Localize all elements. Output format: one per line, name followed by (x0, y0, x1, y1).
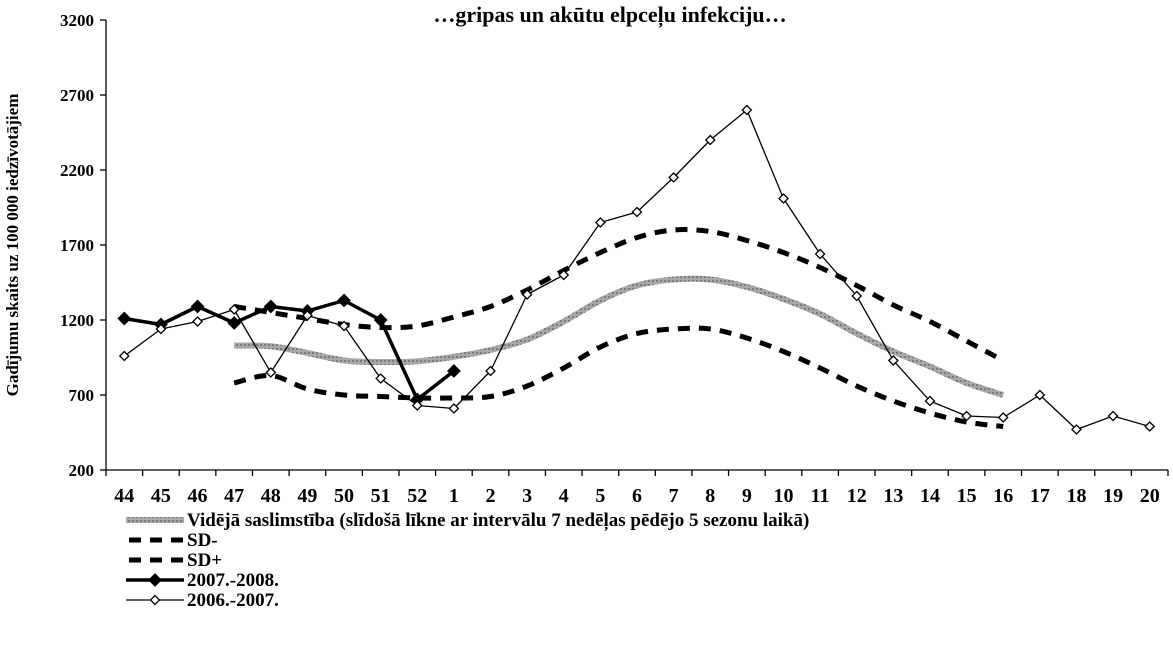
x-tick-label: 17 (1030, 485, 1050, 507)
data-point (411, 400, 423, 411)
x-tick-label: 52 (407, 485, 427, 507)
data-point (704, 134, 716, 146)
data-point (521, 289, 533, 300)
y-tick-label: 2700 (60, 86, 94, 105)
data-point (118, 350, 130, 362)
data-point (778, 193, 789, 204)
legend-label: 2006.-2007. (187, 590, 279, 611)
x-tick-label: 16 (993, 485, 1013, 507)
x-tick-label: 8 (705, 485, 715, 507)
data-point (924, 395, 936, 407)
x-tick-label: 48 (261, 485, 281, 507)
data-point (192, 316, 203, 327)
x-tick-label: 7 (669, 485, 679, 507)
legend-label: SD- (187, 530, 218, 551)
data-point (668, 172, 680, 183)
data-point (227, 316, 242, 330)
legend-label: Vidējā saslimstība (slīdošā līkne ar int… (187, 510, 809, 531)
data-point (485, 365, 496, 377)
data-point (558, 269, 570, 281)
data-point (1144, 421, 1156, 432)
legend-label: 2007.-2008. (187, 570, 279, 591)
data-point (375, 373, 387, 384)
y-tick-label: 1700 (60, 236, 94, 255)
data-point (1034, 389, 1046, 401)
data-point (631, 206, 643, 218)
x-tick-label: 51 (371, 485, 391, 507)
data-point (887, 355, 899, 366)
data-point (338, 320, 350, 332)
x-tick-label: 6 (632, 485, 642, 507)
y-tick-label: 700 (69, 386, 95, 405)
y-tick-label: 3200 (60, 11, 94, 30)
x-tick-label: 15 (957, 485, 977, 507)
legend-item: SD+ (129, 550, 222, 571)
series-line (233, 325, 1004, 429)
data-point (1107, 410, 1119, 422)
data-point (594, 217, 606, 228)
series-1 (233, 325, 1004, 429)
data-point (851, 290, 863, 302)
series-2 (233, 227, 1005, 363)
data-point (337, 293, 351, 308)
series-line (124, 298, 455, 402)
x-tick-label: 19 (1103, 485, 1123, 507)
x-tick-label: 49 (297, 485, 317, 507)
x-tick-label: 3 (522, 485, 532, 507)
data-point (155, 323, 167, 335)
data-point (814, 248, 826, 260)
x-tick-label: 10 (773, 485, 793, 507)
x-tick-label: 12 (847, 485, 867, 507)
data-point (190, 299, 205, 314)
data-point (1071, 424, 1082, 435)
series-0 (234, 275, 1005, 398)
data-point (997, 412, 1009, 423)
data-point (448, 403, 460, 414)
legend-marker (148, 573, 162, 587)
series-line (233, 227, 1005, 363)
x-tick-label: 47 (224, 485, 244, 507)
y-axis-label: Gadījumu skaits uz 100 000 iedzīvotājiem (3, 94, 22, 397)
x-tick-label: 9 (742, 485, 752, 507)
x-tick-label: 11 (811, 485, 830, 507)
chart-title: …gripas un akūtu elpceļu infekciju… (433, 2, 786, 28)
legend-item: SD- (129, 530, 218, 551)
x-tick-label: 4 (559, 485, 569, 507)
legend: Vidējā saslimstība (slīdošā līkne ar int… (126, 510, 809, 611)
data-point (446, 364, 461, 378)
x-tick-label: 45 (151, 485, 171, 507)
x-tick-label: 14 (920, 485, 940, 507)
y-tick-label: 2200 (60, 161, 94, 180)
data-point (117, 311, 132, 326)
data-point (373, 313, 388, 327)
series-line (234, 275, 1005, 398)
x-tick-label: 5 (595, 485, 605, 507)
series-group (117, 104, 1156, 435)
x-tick-label: 13 (883, 485, 903, 507)
x-tick-label: 2 (486, 485, 496, 507)
data-point (263, 299, 278, 314)
series-line (123, 109, 1150, 431)
legend-marker (149, 594, 161, 606)
data-point (741, 104, 753, 116)
x-tick-label: 1 (449, 485, 459, 507)
x-tick-label: 46 (188, 485, 208, 507)
legend-item: 2007.-2008. (126, 570, 279, 591)
legend-item: Vidējā saslimstība (slīdošā līkne ar int… (126, 510, 809, 531)
x-tick-label: 18 (1066, 485, 1086, 507)
y-tick-label: 200 (69, 461, 95, 480)
x-tick-label: 44 (114, 485, 134, 507)
legend-item: 2006.-2007. (126, 590, 279, 611)
x-tick-label: 50 (334, 485, 354, 507)
data-point (265, 367, 277, 378)
legend-label: SD+ (187, 550, 222, 571)
y-tick-label: 1200 (60, 311, 94, 330)
data-point (961, 410, 973, 422)
x-tick-label: 20 (1140, 485, 1160, 507)
data-point (228, 304, 240, 315)
data-point (301, 310, 313, 321)
series-4 (118, 104, 1156, 435)
